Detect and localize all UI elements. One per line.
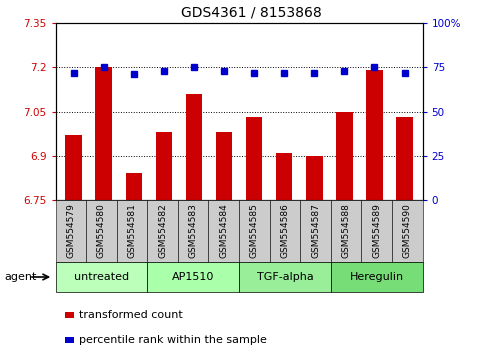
Bar — [156, 132, 172, 200]
Bar — [306, 156, 323, 200]
Bar — [246, 118, 262, 200]
Text: GSM554583: GSM554583 — [189, 204, 198, 258]
Text: GDS4361 / 8153868: GDS4361 / 8153868 — [181, 5, 322, 19]
Bar — [185, 94, 202, 200]
Text: Heregulin: Heregulin — [350, 272, 404, 282]
Text: GSM554588: GSM554588 — [341, 204, 351, 258]
Text: percentile rank within the sample: percentile rank within the sample — [79, 335, 267, 345]
Text: agent: agent — [5, 272, 37, 282]
Bar — [126, 173, 142, 200]
Text: GSM554582: GSM554582 — [158, 204, 167, 258]
Bar — [65, 135, 82, 200]
Text: GSM554581: GSM554581 — [128, 204, 137, 258]
Bar — [96, 67, 112, 200]
Text: transformed count: transformed count — [79, 310, 183, 320]
Bar — [366, 70, 383, 200]
Text: untreated: untreated — [74, 272, 129, 282]
Bar — [276, 153, 293, 200]
Text: AP1510: AP1510 — [172, 272, 214, 282]
Bar — [336, 112, 353, 200]
Text: GSM554585: GSM554585 — [250, 204, 259, 258]
Text: GSM554586: GSM554586 — [281, 204, 289, 258]
Text: GSM554589: GSM554589 — [372, 204, 381, 258]
Bar — [216, 132, 232, 200]
Text: GSM554580: GSM554580 — [97, 204, 106, 258]
Text: GSM554584: GSM554584 — [219, 204, 228, 258]
Text: GSM554587: GSM554587 — [311, 204, 320, 258]
Text: GSM554579: GSM554579 — [66, 204, 75, 258]
Text: TGF-alpha: TGF-alpha — [256, 272, 313, 282]
Text: GSM554590: GSM554590 — [403, 204, 412, 258]
Bar — [396, 118, 413, 200]
